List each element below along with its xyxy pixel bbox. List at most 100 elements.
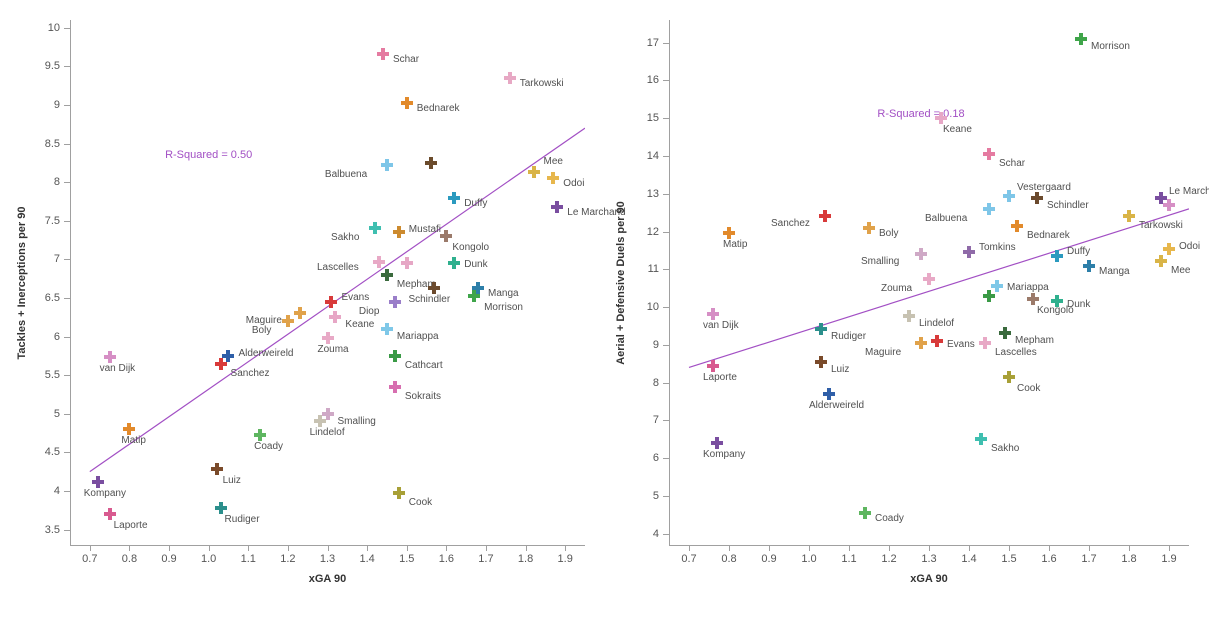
data-point-label: Tomkins (979, 242, 1016, 253)
data-point-label: Morrison (1091, 41, 1130, 52)
data-point-label: Dunk (464, 259, 487, 270)
data-point (1083, 260, 1095, 272)
right-xtick (729, 545, 730, 551)
data-point (1163, 243, 1175, 255)
data-point-label: Rudiger (831, 331, 866, 342)
data-point (448, 257, 460, 269)
data-point-label: Laporte (703, 372, 737, 383)
data-point (393, 226, 405, 238)
data-point-label: Sanchez (771, 218, 810, 229)
left-y-axis (70, 20, 71, 545)
data-point (1123, 210, 1135, 222)
data-point-label: Luiz (223, 475, 241, 486)
right-rsquared-label: R-Squared = 0.18 (877, 108, 964, 120)
data-point (1003, 371, 1015, 383)
data-point-label: Odoi (563, 178, 584, 189)
data-point (215, 502, 227, 514)
data-point (528, 166, 540, 178)
right-plot-area: 0.70.80.91.01.11.21.31.41.51.61.71.81.94… (669, 20, 1189, 545)
data-point-label: Boly (252, 325, 271, 336)
left-xtick-label: 1.2 (280, 553, 295, 565)
data-point (329, 311, 341, 323)
left-xtick (209, 545, 210, 551)
data-point (222, 350, 234, 362)
data-point-label: Maguire (865, 347, 901, 358)
data-point (815, 323, 827, 335)
data-point-label: Tarkowski (1139, 220, 1183, 231)
left-xtick-label: 0.9 (161, 553, 176, 565)
data-point (999, 327, 1011, 339)
left-ytick-label: 4.5 (30, 446, 60, 458)
data-point-label: Sakho (331, 232, 359, 243)
data-point-label: Evans (947, 339, 975, 350)
left-ytick (64, 298, 70, 299)
left-xtick (248, 545, 249, 551)
data-point (282, 315, 294, 327)
data-point (401, 257, 413, 269)
right-ytick (663, 118, 669, 119)
data-point-label: Kongolo (452, 242, 489, 253)
right-xtick (769, 545, 770, 551)
left-ytick (64, 530, 70, 531)
right-ytick (663, 194, 669, 195)
data-point-label: Kompany (84, 488, 126, 499)
data-point (369, 222, 381, 234)
data-point (859, 507, 871, 519)
right-ytick (663, 80, 669, 81)
left-xtick-label: 0.7 (82, 553, 97, 565)
left-xtick (288, 545, 289, 551)
left-xtick-label: 1.1 (241, 553, 256, 565)
data-point-label: Bednarek (417, 103, 460, 114)
left-xtick-label: 0.8 (122, 553, 137, 565)
right-ytick-label: 8 (629, 377, 659, 389)
data-point (903, 310, 915, 322)
left-xtick-label: 1.3 (320, 553, 335, 565)
left-ytick (64, 66, 70, 67)
data-point-label: Smalling (861, 256, 899, 267)
right-ytick-label: 13 (629, 188, 659, 200)
right-ytick-label: 10 (629, 301, 659, 313)
data-point (373, 256, 385, 268)
right-xtick (1169, 545, 1170, 551)
data-point (711, 437, 723, 449)
left-xtick-label: 1.6 (439, 553, 454, 565)
right-xtick (849, 545, 850, 551)
left-rsquared-label: R-Squared = 0.50 (165, 149, 252, 161)
right-ytick-label: 15 (629, 112, 659, 124)
data-point (401, 97, 413, 109)
data-point (215, 358, 227, 370)
data-point-label: Vestergaard (1017, 182, 1071, 193)
data-point (322, 332, 334, 344)
data-point (1051, 250, 1063, 262)
right-xtick (969, 545, 970, 551)
left-ytick (64, 259, 70, 260)
left-xtick (169, 545, 170, 551)
left-ytick (64, 491, 70, 492)
data-point-label: Luiz (831, 364, 849, 375)
left-ytick (64, 221, 70, 222)
left-ytick-label: 8.5 (30, 138, 60, 150)
right-ytick-label: 7 (629, 414, 659, 426)
data-point (381, 269, 393, 281)
data-point-label: Smalling (338, 416, 376, 427)
data-point (991, 280, 1003, 292)
data-point (1155, 192, 1167, 204)
data-point-label: Zouma (881, 283, 912, 294)
data-point (211, 463, 223, 475)
data-point (123, 423, 135, 435)
left-ytick-label: 8 (30, 176, 60, 188)
data-point-label: Lascelles (995, 347, 1037, 358)
data-point (723, 227, 735, 239)
left-ytick (64, 182, 70, 183)
right-ytick-label: 11 (629, 263, 659, 275)
right-y-title: Aerial + Defensive Duels per 90 (615, 201, 627, 365)
left-xtick (446, 545, 447, 551)
right-ytick (663, 420, 669, 421)
data-point-label: Laporte (114, 520, 148, 531)
data-point (551, 201, 563, 213)
data-point-label: Sanchez (231, 368, 270, 379)
right-ytick-label: 4 (629, 528, 659, 540)
data-point (468, 290, 480, 302)
data-point (254, 429, 266, 441)
data-point-label: Duffy (464, 198, 487, 209)
